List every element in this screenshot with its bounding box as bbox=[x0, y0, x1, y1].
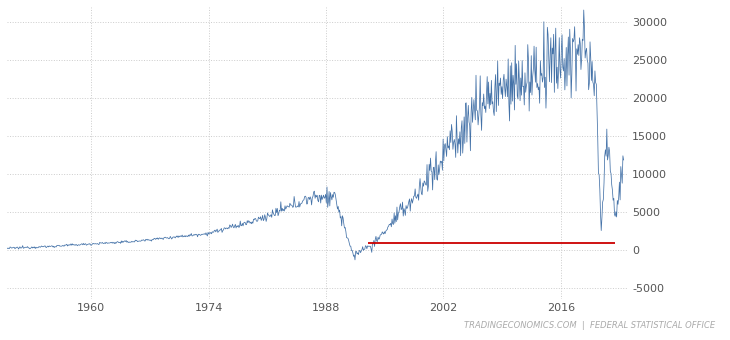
Text: TRADINGECONOMICS.COM  |  FEDERAL STATISTICAL OFFICE: TRADINGECONOMICS.COM | FEDERAL STATISTIC… bbox=[464, 321, 715, 330]
